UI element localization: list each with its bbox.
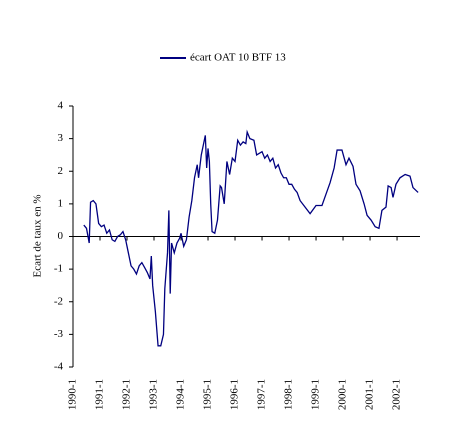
x-tick-label: 1997-1 (256, 379, 268, 410)
series-line (83, 129, 419, 347)
x-tick-label: 1990-1 (67, 379, 79, 410)
x-tick-label: 1991-1 (94, 379, 106, 410)
x-tick-label: 2000-1 (337, 379, 349, 410)
x-tick-label: 2002-1 (391, 379, 403, 410)
y-tick-label: 0 (58, 230, 64, 242)
x-tick-label: 1993-1 (148, 379, 160, 410)
y-tick-label: 3 (58, 132, 64, 144)
y-tick-label: 4 (58, 100, 64, 112)
y-tick-label: -4 (54, 361, 64, 373)
x-tick-label: 1994-1 (175, 379, 187, 410)
y-tick-label: 1 (58, 197, 64, 209)
x-tick-label: 1999-1 (310, 379, 322, 410)
y-axis-label: Ecart de taux en % (32, 194, 44, 277)
legend-label: écart OAT 10 BTF 13 (190, 52, 286, 64)
x-tick-label: 1992-1 (121, 379, 133, 410)
x-tick-label: 1996-1 (229, 379, 241, 410)
y-tick-label: -2 (54, 295, 63, 307)
x-tick-label: 2001-1 (364, 379, 376, 410)
y-tick-label: -1 (54, 263, 63, 275)
x-tick-label: 1998-1 (283, 379, 295, 410)
y-tick-label: 2 (58, 165, 64, 177)
x-tick-label: 1995-1 (202, 379, 214, 410)
y-tick-label: -3 (54, 328, 64, 340)
